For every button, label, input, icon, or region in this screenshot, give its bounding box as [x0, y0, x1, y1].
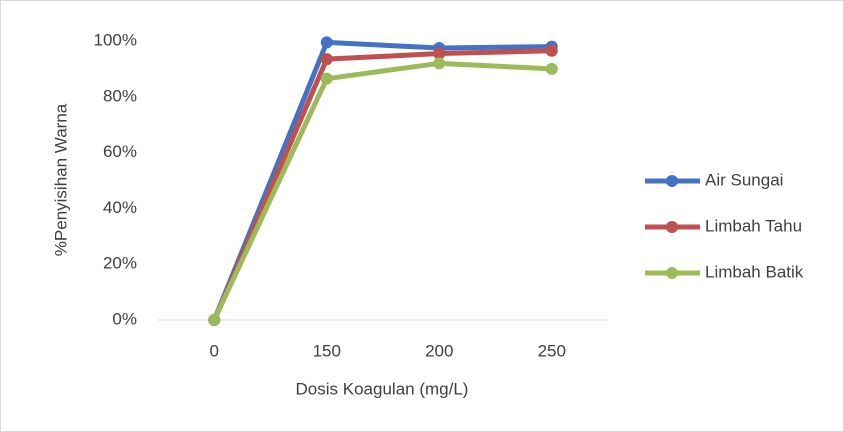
data-point — [320, 36, 333, 49]
series-line — [211, 48, 552, 321]
x-axis-label: Dosis Koagulan (mg/L) — [296, 379, 469, 398]
data-point — [545, 44, 558, 57]
y-axis-label: %Penyisihan Warna — [51, 103, 70, 256]
x-tick-label: 200 — [425, 341, 453, 360]
legend-label: Air Sungai — [705, 170, 783, 189]
y-tick-label: 60% — [103, 142, 137, 161]
data-point — [320, 72, 333, 85]
legend-label: Limbah Batik — [705, 262, 804, 281]
y-tick-label: 100% — [94, 30, 137, 49]
legend-marker — [666, 175, 678, 187]
x-tick-label: 150 — [313, 341, 341, 360]
x-tick-label: 250 — [538, 341, 566, 360]
y-tick-label: 40% — [103, 198, 137, 217]
y-tick-label: 20% — [103, 254, 137, 273]
legend-marker — [666, 267, 678, 279]
data-point — [208, 314, 221, 326]
data-point — [433, 47, 446, 60]
y-tick-label: 0% — [112, 309, 137, 328]
series-line — [211, 60, 552, 322]
data-point — [320, 53, 333, 66]
data-point — [545, 62, 558, 75]
x-tick-label: 0 — [210, 341, 219, 360]
data-point — [433, 57, 446, 70]
legend-marker — [666, 221, 678, 233]
y-tick-label: 80% — [103, 86, 137, 105]
series-line — [211, 39, 552, 321]
legend-label: Limbah Tahu — [705, 216, 802, 235]
